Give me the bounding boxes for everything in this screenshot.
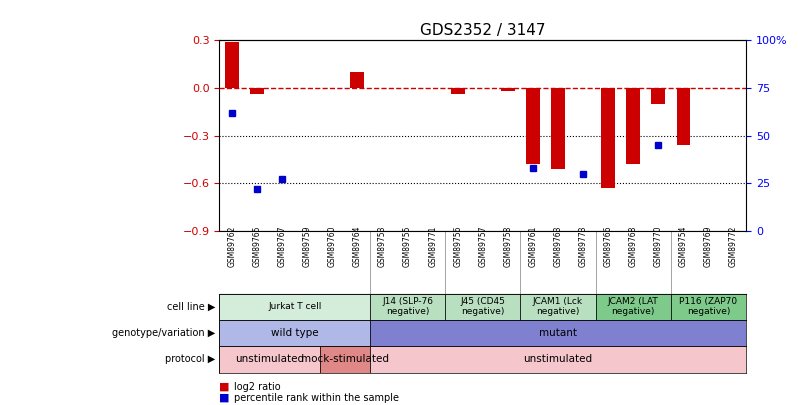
Bar [626, 88, 640, 164]
Text: genotype/variation ▶: genotype/variation ▶ [113, 328, 215, 338]
Text: log2 ratio: log2 ratio [234, 382, 280, 392]
Text: mock-stimulated: mock-stimulated [301, 354, 389, 364]
Text: J45 (CD45
negative): J45 (CD45 negative) [460, 297, 505, 316]
Text: ■: ■ [219, 393, 230, 403]
Text: wild type: wild type [271, 328, 318, 338]
Bar [370, 294, 445, 320]
Bar [445, 294, 520, 320]
Bar [526, 88, 539, 164]
Bar [219, 346, 320, 373]
Bar [501, 88, 515, 91]
Text: ■: ■ [219, 382, 230, 392]
Text: Jurkat T cell: Jurkat T cell [268, 302, 322, 311]
Bar [251, 88, 264, 94]
Text: P116 (ZAP70
negative): P116 (ZAP70 negative) [679, 297, 737, 316]
Bar [601, 88, 615, 188]
Text: mutant: mutant [539, 328, 577, 338]
Text: J14 (SLP-76
negative): J14 (SLP-76 negative) [382, 297, 433, 316]
Bar [551, 88, 565, 169]
Bar [225, 42, 239, 88]
Text: JCAM2 (LAT
negative): JCAM2 (LAT negative) [608, 297, 658, 316]
Bar [370, 320, 746, 346]
Text: cell line ▶: cell line ▶ [167, 302, 215, 312]
Text: JCAM1 (Lck
negative): JCAM1 (Lck negative) [533, 297, 583, 316]
Bar [320, 346, 370, 373]
Title: GDS2352 / 3147: GDS2352 / 3147 [420, 23, 546, 38]
Text: unstimulated: unstimulated [235, 354, 304, 364]
Bar [651, 88, 666, 104]
Bar [677, 88, 690, 145]
Bar [219, 294, 370, 320]
Text: percentile rank within the sample: percentile rank within the sample [234, 393, 399, 403]
Bar [520, 294, 595, 320]
Bar [350, 72, 364, 88]
Bar [219, 320, 370, 346]
Bar [370, 346, 746, 373]
Text: protocol ▶: protocol ▶ [165, 354, 215, 364]
Bar [451, 88, 464, 94]
Text: unstimulated: unstimulated [523, 354, 593, 364]
Bar [671, 294, 746, 320]
Bar [595, 294, 671, 320]
